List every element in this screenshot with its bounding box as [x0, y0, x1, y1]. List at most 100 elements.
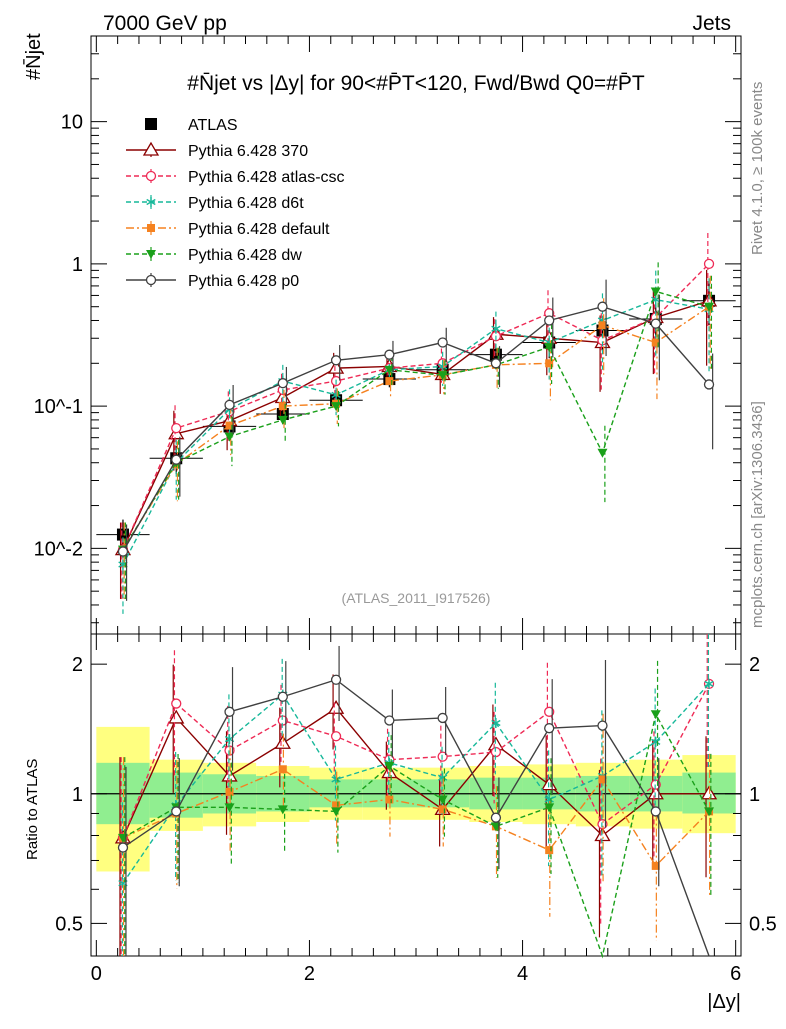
- legend-label: Pythia 6.428 dw: [188, 247, 302, 264]
- ratio-point: [384, 715, 395, 726]
- legend-label: Pythia 6.428 d6t: [188, 195, 304, 212]
- ratio-point: [650, 710, 661, 720]
- series-line: [122, 298, 710, 565]
- ratio-y-tick-label: 1: [72, 784, 83, 806]
- legend-marker: [142, 141, 160, 156]
- data-point: [703, 258, 715, 270]
- legend-entry-pythia-6-428-dw: Pythia 6.428 dw: [126, 247, 302, 264]
- data-point: [544, 315, 555, 326]
- x-tick-label: 2: [304, 963, 315, 985]
- data-point: [225, 421, 234, 430]
- series-pythia-6-428-default: [118, 275, 714, 599]
- data-point: [650, 318, 661, 329]
- legend-entry-pythia-6-428-default: Pythia 6.428 default: [126, 221, 330, 238]
- ratio-series-line: [122, 768, 710, 868]
- ratio-point: [545, 846, 554, 855]
- ratio-point: [544, 723, 555, 734]
- side-rivet-label: Rivet 4.1.0, ≥ 100k events: [749, 82, 766, 255]
- ratio-point: [277, 805, 288, 815]
- ratio-point: [224, 706, 235, 717]
- data-point: [384, 365, 395, 375]
- ratio-point: [274, 734, 291, 749]
- legend-marker: [145, 118, 157, 130]
- ratio-point: [330, 674, 342, 685]
- ratio-point: [437, 712, 448, 724]
- ratio-point: [332, 801, 341, 810]
- data-point: [650, 287, 661, 297]
- legend-entry-atlas: ATLAS: [145, 117, 238, 134]
- ratio-point: [651, 736, 661, 747]
- data-point: [277, 415, 288, 425]
- ratio-point: [544, 803, 555, 813]
- series-pythia-6-428-dw: [117, 262, 715, 599]
- ratio-point: [704, 807, 715, 817]
- ratio-series-line: [122, 707, 710, 839]
- ratio-y-tick-label: 0.5: [55, 913, 83, 935]
- ratio-series-line: [122, 678, 710, 957]
- ratio-point: [330, 731, 342, 742]
- legend-marker: [145, 274, 157, 286]
- ratio-uncertainty-bands: [91, 726, 741, 872]
- ratio-y-tick-label: 2: [72, 654, 83, 676]
- legend-label: Pythia 6.428 370: [188, 143, 308, 160]
- header-jets: Jets: [692, 12, 731, 35]
- axes: 10^-2 10^-1 1 10 0 2 4 6 0.5 0.5 1 1 2 2: [34, 35, 777, 985]
- side-source-label: mcplots.cern.ch [arXiv:1306.3436]: [749, 401, 766, 628]
- ratio-series-line: [122, 683, 710, 839]
- ratio-point: [650, 806, 661, 817]
- ratio-point: [438, 805, 447, 814]
- legend-marker: [146, 250, 156, 259]
- ratio-point: [171, 698, 182, 709]
- x-axis-label: |Δy|: [707, 991, 741, 1013]
- data-point: [544, 343, 555, 353]
- x-tick-label: 0: [91, 963, 102, 985]
- ratio-point: [168, 709, 185, 724]
- main-y-tick-label: 1: [72, 254, 83, 276]
- ratio-plot-marks: [114, 634, 718, 959]
- ratio-y-axis-label: Ratio to ATLAS: [24, 759, 41, 860]
- legend-marker: [146, 197, 156, 207]
- data-point: [224, 432, 235, 442]
- legend-entry-pythia-6-428-p0: Pythia 6.428 p0: [126, 273, 299, 290]
- ratio-point: [704, 678, 714, 689]
- ratio-point: [171, 806, 182, 817]
- ratio-point: [327, 699, 345, 714]
- main-plot-title: #N̄jet vs |Δy| for 90<#P̄T<120, Fwd/Bwd …: [187, 72, 645, 95]
- series-pythia-6-428-370: [114, 269, 718, 599]
- data-point: [704, 302, 715, 312]
- ratio-point: [437, 795, 448, 805]
- series-line: [122, 290, 710, 550]
- ratio-point: [117, 842, 129, 853]
- series-line: [122, 263, 710, 550]
- ratio-series-line: [122, 683, 710, 884]
- ratio-y-tick-label: 1: [749, 784, 760, 806]
- series-line: [122, 305, 710, 552]
- legend-label: Pythia 6.428 p0: [188, 273, 299, 290]
- main-y-tick-label: 10^-2: [34, 538, 83, 560]
- data-point: [277, 378, 288, 389]
- data-point: [224, 399, 235, 411]
- legend-entry-pythia-6-428-atlas-csc: Pythia 6.428 atlas-csc: [126, 169, 345, 186]
- data-point: [330, 355, 342, 366]
- header-energy: 7000 GeV pp: [103, 12, 227, 35]
- x-tick-label: 6: [730, 963, 741, 985]
- data-point: [703, 379, 715, 390]
- main-y-tick-label: 10: [61, 112, 83, 134]
- ratio-point: [597, 720, 608, 731]
- series-line: [122, 306, 710, 550]
- main-y-axis-label: #N̄jet: [22, 33, 45, 80]
- ratio-point: [277, 691, 288, 702]
- legend-label: ATLAS: [188, 117, 238, 134]
- data-point: [331, 402, 342, 412]
- ratio-point: [278, 765, 287, 774]
- data-point: [437, 337, 448, 348]
- series-line: [122, 300, 710, 550]
- ratio-series-line: [122, 712, 710, 959]
- ratio-point: [598, 775, 607, 784]
- data-point: [490, 358, 502, 369]
- data-point: [117, 546, 129, 557]
- ratio-point: [225, 787, 234, 796]
- data-point: [385, 377, 394, 386]
- data-point: [597, 448, 608, 458]
